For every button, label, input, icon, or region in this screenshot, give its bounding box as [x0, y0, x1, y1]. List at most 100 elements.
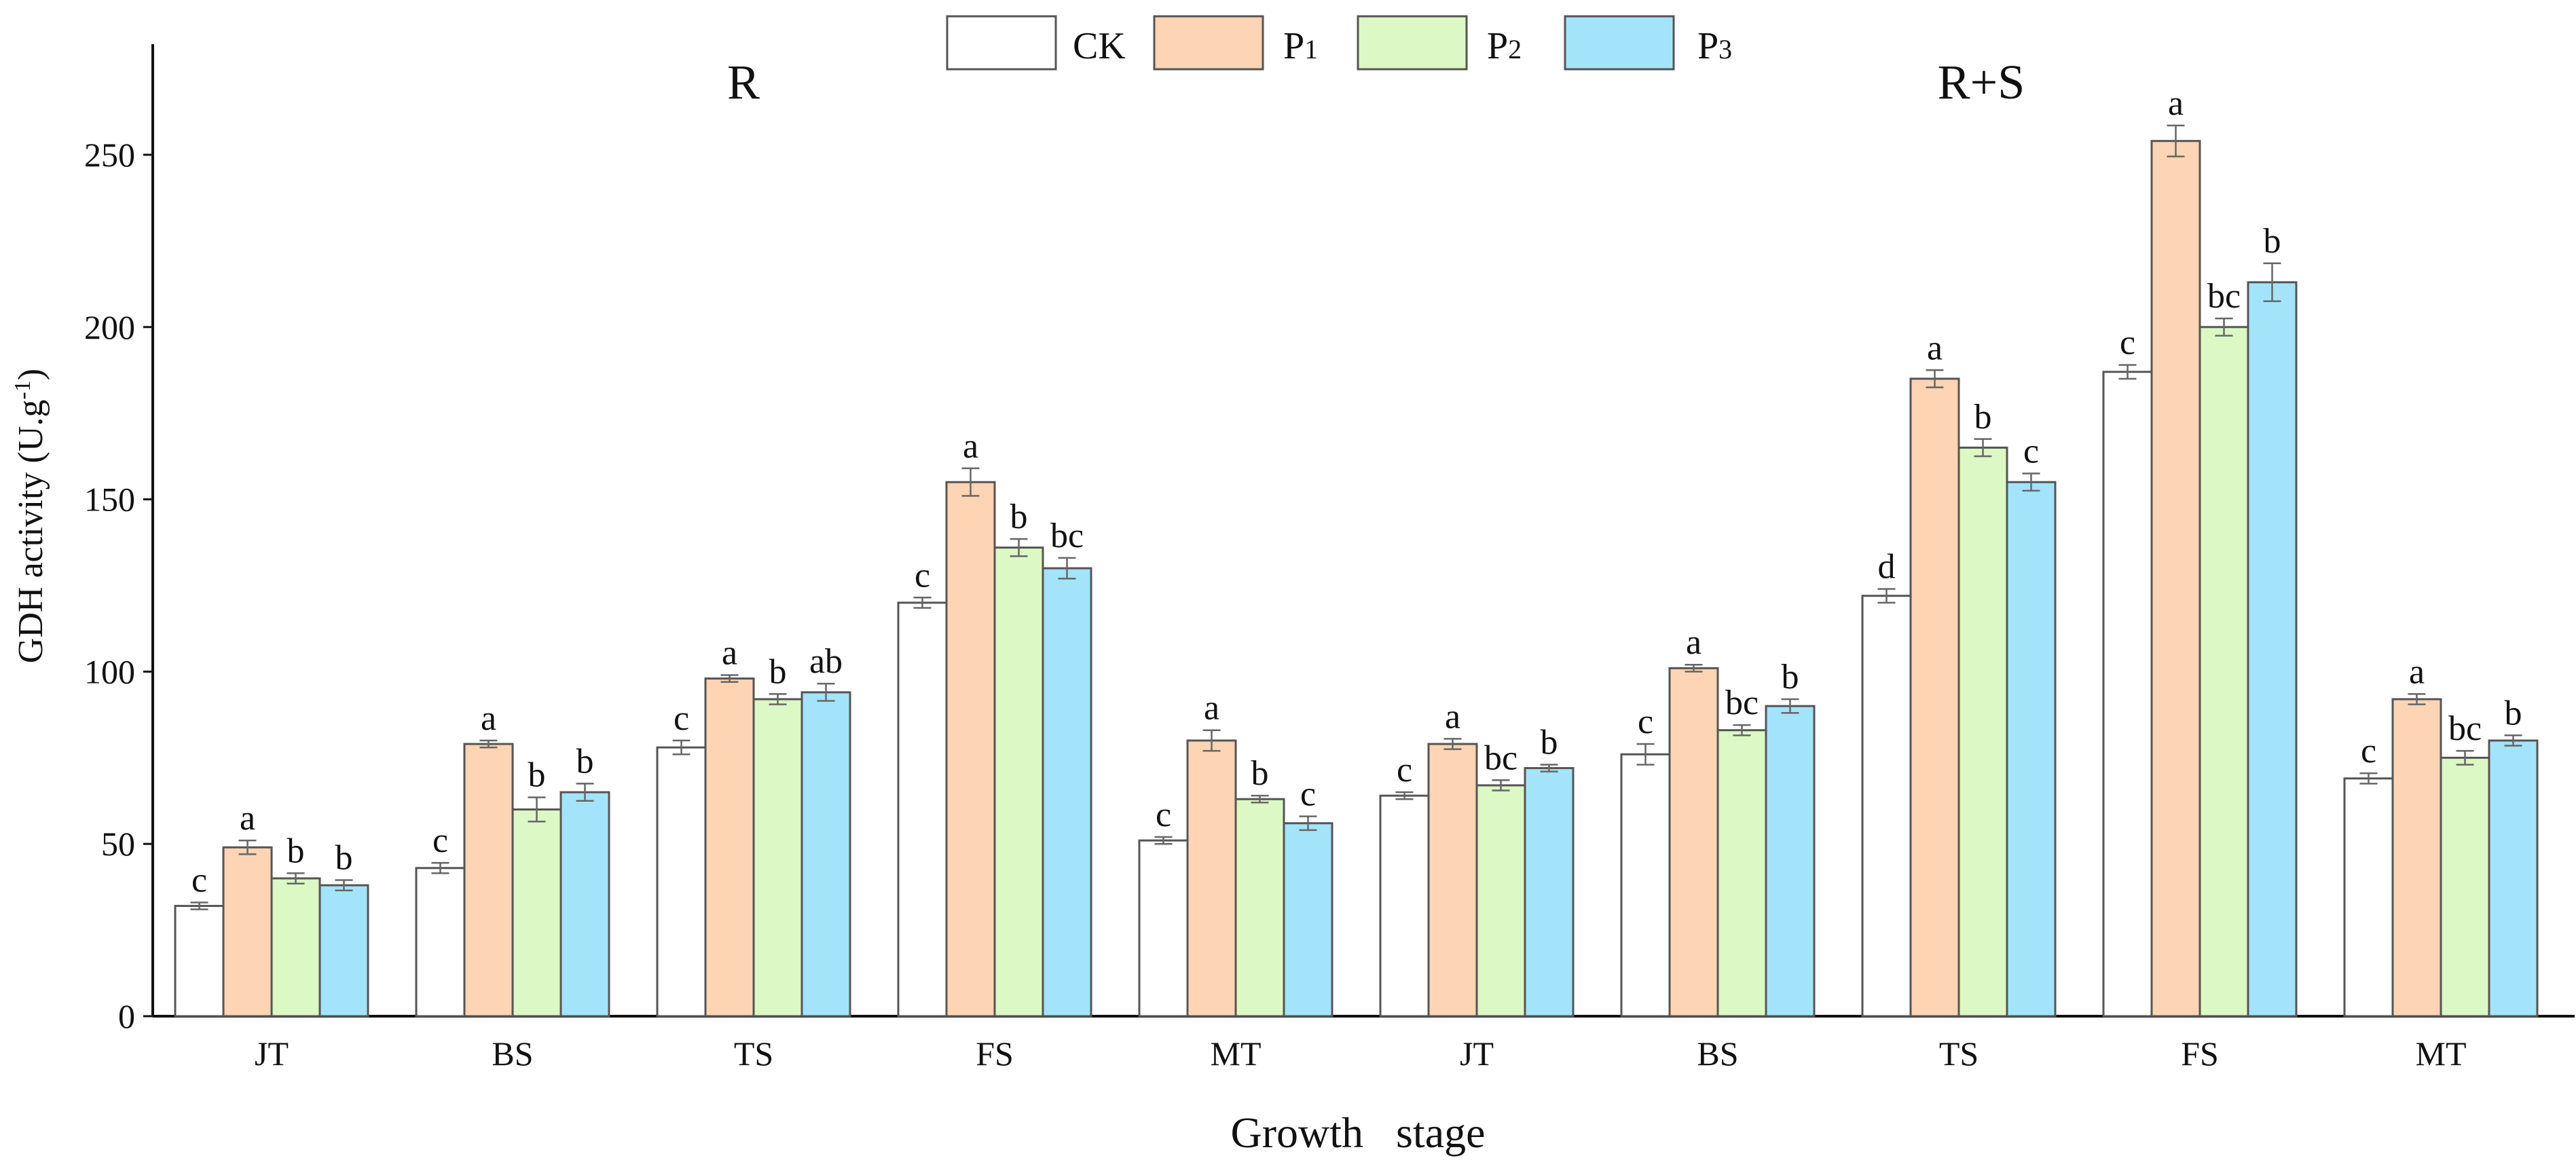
significance-letter: b — [1541, 723, 1558, 762]
y-tick-label: 250 — [84, 136, 135, 174]
legend-swatch-P3 — [1564, 15, 1675, 71]
significance-letter: c — [1638, 703, 1653, 741]
significance-letter: c — [674, 699, 689, 738]
legend-label-subscript: 3 — [1718, 34, 1732, 64]
significance-letter: bc — [1484, 739, 1517, 777]
bar-P3-BS — [1765, 705, 1816, 1018]
panel-label: R+S — [1938, 55, 2025, 109]
legend-label-P1: P1 — [1283, 25, 1318, 67]
bar-P2-JT — [1475, 784, 1526, 1018]
bar-P2-BS — [1716, 729, 1767, 1018]
legend-label-base: CK — [1073, 25, 1126, 67]
significance-letter: a — [1927, 329, 1943, 367]
significance-letter: b — [2264, 222, 2281, 261]
bar-P1-TS — [704, 677, 755, 1018]
significance-letter: a — [1686, 623, 1701, 662]
bar-P2-BS — [511, 808, 562, 1018]
x-tick-label: MT — [2416, 1035, 2467, 1073]
significance-letter: b — [769, 652, 787, 691]
bar-P1-JT — [222, 846, 273, 1018]
significance-letter: c — [2023, 432, 2039, 471]
significance-letter: a — [1445, 697, 1460, 736]
significance-letter: b — [528, 756, 546, 795]
bar-P1-MT — [1186, 739, 1237, 1018]
y-tick-label: 0 — [118, 997, 135, 1035]
bar-P3-BS — [559, 791, 610, 1018]
significance-letter: a — [481, 699, 496, 738]
significance-letter: a — [722, 633, 737, 672]
bar-CK-FS — [897, 601, 948, 1018]
bar-CK-TS — [656, 746, 707, 1018]
bar-P1-BS — [463, 743, 514, 1018]
bar-P3-TS — [801, 691, 851, 1018]
bar-CK-JT — [1379, 794, 1430, 1018]
significance-letter: b — [2505, 694, 2522, 732]
x-tick-label: BS — [1697, 1035, 1738, 1073]
significance-letter: bc — [2207, 277, 2241, 316]
significance-letter: a — [2168, 84, 2184, 123]
bar-P1-TS — [1909, 377, 1960, 1018]
significance-letter: c — [1156, 796, 1171, 834]
significance-letter: b — [287, 832, 305, 870]
bar-P3-FS — [1042, 567, 1092, 1018]
bar-P1-FS — [2150, 140, 2201, 1018]
significance-letter: a — [240, 799, 255, 838]
bar-P2-FS — [993, 546, 1044, 1018]
axes: 0 50 100 150 200 250 JT BS TS FS MT JT BS TS FS MT — [84, 44, 2575, 1073]
bar-P1-FS — [945, 481, 996, 1018]
y-axis-title-main: GDH activity (U.g — [12, 400, 50, 663]
significance-letter: c — [1300, 775, 1316, 814]
significance-letter: c — [433, 821, 448, 860]
y-axis-title-exponent: -1 — [10, 380, 35, 399]
x-tick-label: TS — [1939, 1035, 1979, 1073]
x-tick-label: FS — [2181, 1035, 2219, 1073]
bar-P3-JT — [1524, 767, 1575, 1018]
significance-letter: c — [2361, 732, 2376, 770]
panel-labels: R R+S — [727, 55, 2025, 109]
significance-letter: c — [2120, 324, 2135, 362]
bar-P2-FS — [2198, 326, 2249, 1018]
bar-P1-BS — [1668, 667, 1719, 1018]
significance-letter: ab — [809, 642, 843, 681]
x-tick-label: FS — [976, 1035, 1014, 1073]
bar-P3-TS — [2006, 481, 2057, 1018]
significance-letter: b — [1974, 398, 1992, 436]
y-tick-label: 150 — [84, 481, 135, 519]
legend-swatch-P2 — [1357, 15, 1468, 71]
y-tick-label: 100 — [84, 652, 135, 690]
significance-letter: a — [963, 427, 978, 466]
significance-letter: c — [915, 556, 930, 595]
x-tick-label: MT — [1211, 1035, 1262, 1073]
bar-CK-BS — [1620, 753, 1671, 1018]
bar-CK-MT — [1138, 839, 1189, 1018]
bar-CK-BS — [415, 867, 466, 1018]
bar-P3-MT — [1283, 822, 1333, 1018]
significance-letter: a — [1204, 689, 1219, 728]
y-axis-title: GDH activity (U.g-1) — [10, 369, 51, 663]
bars — [174, 124, 2539, 1018]
bar-P3-FS — [2247, 281, 2298, 1018]
x-tick-label: JT — [1460, 1035, 1494, 1073]
bar-P2-MT — [2440, 756, 2490, 1018]
x-tick-label: BS — [492, 1035, 533, 1073]
y-tick-label: 200 — [84, 308, 135, 346]
bar-CK-TS — [1861, 595, 1912, 1018]
bar-P2-TS — [752, 698, 803, 1018]
legend-label-P3: P3 — [1697, 25, 1732, 67]
legend-swatch-CK — [946, 15, 1057, 71]
legend-label-base: P — [1697, 25, 1718, 67]
legend-label-CK: CK — [1073, 25, 1126, 67]
significance-letter: bc — [2448, 709, 2482, 748]
significance-letter: b — [1010, 498, 1028, 536]
y-tick-label: 50 — [101, 825, 135, 863]
legend-label-base: P — [1283, 25, 1304, 67]
legend-label-P2: P2 — [1487, 25, 1522, 67]
bar-CK-FS — [2102, 371, 2153, 1018]
bar-P3-JT — [318, 884, 369, 1018]
significance-letter: bc — [1050, 517, 1084, 555]
significance-letter: a — [2409, 652, 2425, 691]
significance-letter: bc — [1725, 684, 1759, 722]
